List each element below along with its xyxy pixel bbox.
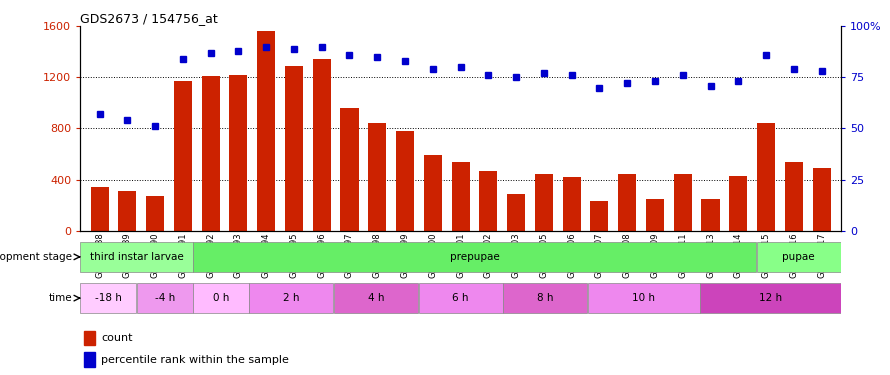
Text: count: count	[101, 333, 133, 343]
Bar	[193, 283, 249, 314]
Text: pupae: pupae	[782, 252, 815, 262]
Bar	[729, 176, 748, 231]
Bar	[451, 162, 470, 231]
Text: 6 h: 6 h	[452, 293, 469, 303]
Bar	[174, 81, 192, 231]
Bar	[80, 242, 192, 272]
Bar	[84, 352, 95, 367]
Bar	[646, 199, 664, 231]
Text: 12 h: 12 h	[759, 293, 782, 303]
Bar	[396, 131, 414, 231]
Bar	[285, 66, 303, 231]
Bar	[84, 331, 95, 345]
Bar	[146, 196, 164, 231]
Bar	[137, 283, 192, 314]
Bar	[418, 283, 503, 314]
Text: 2 h: 2 h	[283, 293, 300, 303]
Bar	[507, 194, 525, 231]
Text: third instar larvae: third instar larvae	[90, 252, 183, 262]
Bar	[590, 201, 609, 231]
Bar	[587, 283, 700, 314]
Text: 0 h: 0 h	[213, 293, 230, 303]
Bar	[674, 174, 692, 231]
Bar	[368, 123, 386, 231]
Bar	[562, 177, 580, 231]
Bar	[785, 162, 803, 231]
Bar	[91, 187, 109, 231]
Bar	[312, 60, 331, 231]
Bar	[118, 191, 136, 231]
Bar	[535, 174, 553, 231]
Text: 10 h: 10 h	[632, 293, 655, 303]
Text: prepupae: prepupae	[449, 252, 499, 262]
Bar	[193, 242, 756, 272]
Bar	[700, 283, 841, 314]
Text: development stage: development stage	[0, 252, 72, 262]
Bar	[701, 200, 719, 231]
Bar	[813, 168, 830, 231]
Text: 4 h: 4 h	[368, 293, 384, 303]
Bar	[424, 155, 441, 231]
Bar	[341, 108, 359, 231]
Bar	[334, 283, 418, 314]
Text: -18 h: -18 h	[95, 293, 122, 303]
Bar	[230, 75, 247, 231]
Bar	[257, 32, 275, 231]
Text: time: time	[49, 293, 72, 303]
Bar	[480, 171, 498, 231]
Bar	[80, 283, 136, 314]
Text: GDS2673 / 154756_at: GDS2673 / 154756_at	[80, 12, 218, 25]
Text: 8 h: 8 h	[537, 293, 554, 303]
Bar	[619, 174, 636, 231]
Bar	[503, 283, 587, 314]
Text: -4 h: -4 h	[155, 293, 174, 303]
Bar	[756, 242, 841, 272]
Text: percentile rank within the sample: percentile rank within the sample	[101, 354, 289, 364]
Bar	[249, 283, 334, 314]
Bar	[757, 123, 775, 231]
Bar	[202, 76, 220, 231]
